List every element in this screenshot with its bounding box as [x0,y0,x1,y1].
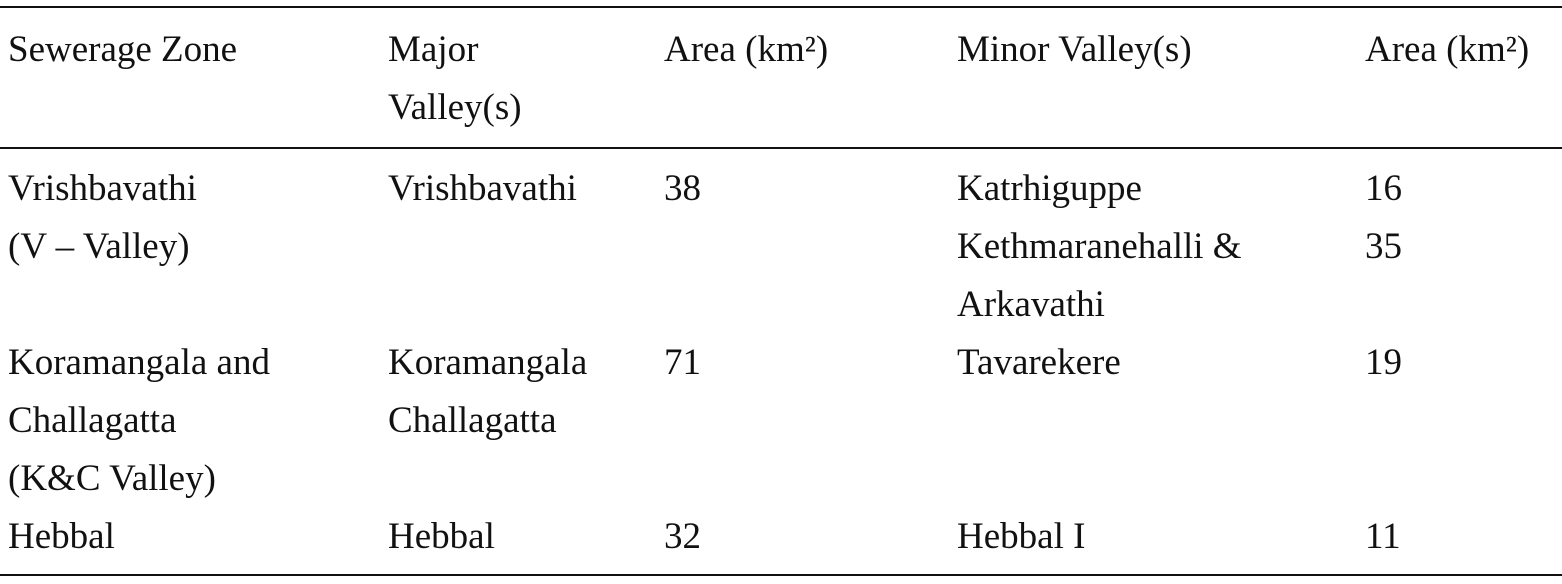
cell-line: Challagatta [8,400,177,441]
area-cell: 38 [664,168,701,209]
minor-area-cell: 19 [1365,342,1402,383]
header-cell: Sewerage Zone [0,21,380,137]
minor-valley-cell: Kethmaranehalli & Arkavathi [949,218,1357,334]
zone-cell: Vrishbavathi (V – Valley) [0,160,380,334]
cell-line: Vrishbavathi [8,168,197,209]
area-cell: 32 [664,516,701,557]
cell-line: Sewerage Zone [8,29,238,70]
cell-line: Vrishbavathi [388,168,577,209]
cell-line: Area (km²) [1365,29,1530,70]
cell-line: Koramangala [388,342,588,383]
table-row: Vrishbavathi (V – Valley) Vrishbavathi 38 Ka… [0,149,1562,334]
table-row: Koramangala and Challagatta (K&C Valley) Ko… [0,334,1562,508]
header-minor: Minor Valley(s) Area (km²) [949,21,1562,137]
minor-area-cell: 11 [1365,516,1401,557]
cell-line: Major [388,29,479,70]
major-valley-cell: Hebbal [380,508,656,566]
minor-area-cell: 16 [1365,168,1402,209]
zone-cell: Koramangala and Challagatta (K&C Valley) [0,334,380,508]
minor-area-cell: 35 [1365,226,1402,267]
header-cell: Major Valley(s) [380,21,656,137]
minor-valley-cell: Tavarekere [949,334,1357,508]
cell-line: Minor Valley(s) [957,29,1192,70]
minor-valleys: Hebbal I 11 [949,508,1562,566]
header-cell: Area (km²) [656,21,949,137]
zone-cell: Hebbal [0,508,380,566]
cell-line: Koramangala and [8,342,270,383]
table-row: Hebbal Hebbal 32 Hebbal I 11 [0,508,1562,574]
minor-valleys: Katrhiguppe 16 Kethmaranehalli & Arkavathi 3… [949,160,1562,334]
cell-line: Hebbal [388,516,495,557]
minor-valley-cell: Katrhiguppe [949,160,1357,218]
minor-valley-cell: Hebbal I [949,508,1357,566]
major-valley-cell: Vrishbavathi [380,160,656,334]
area-cell: 71 [664,342,701,383]
header-cell: Minor Valley(s) [949,21,1357,137]
cell-line: Tavarekere [957,342,1121,383]
cell-line: Kethmaranehalli & [957,226,1242,267]
cell-line: (K&C Valley) [8,458,216,499]
major-valley-cell: Koramangala Challagatta [380,334,656,508]
cell-line: Katrhiguppe [957,168,1142,209]
cell-line: (V – Valley) [8,226,190,267]
cell-line: Challagatta [388,400,557,441]
cell-line: Valley(s) [388,87,522,128]
minor-valleys: Tavarekere 19 [949,334,1562,508]
cell-line: Area (km²) [664,29,829,70]
cell-line: Hebbal I [957,516,1086,557]
cell-line: Hebbal [8,516,115,557]
cell-line: Arkavathi [957,284,1105,325]
header-cell: Area (km²) [1357,21,1562,137]
table: Sewerage Zone Major Valley(s) Area (km²) Min… [0,6,1562,576]
header-row: Sewerage Zone Major Valley(s) Area (km²) Min… [0,8,1562,149]
